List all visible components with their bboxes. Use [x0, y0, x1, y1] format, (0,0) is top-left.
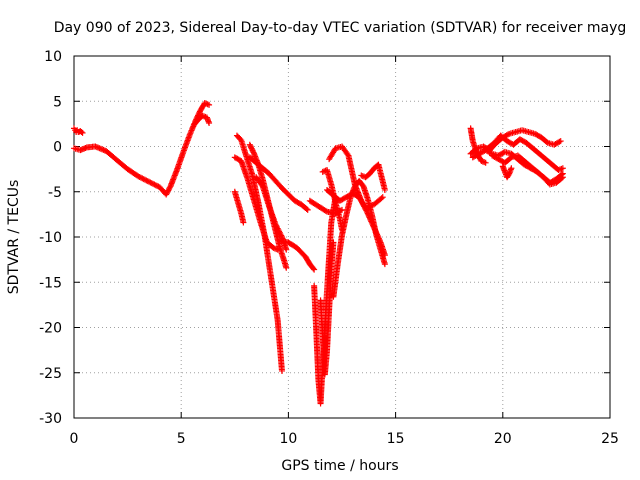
data-point: [482, 159, 489, 166]
data-point-interp: [147, 179, 154, 186]
data-point: [339, 206, 345, 213]
data-point: [135, 173, 142, 180]
chart-title: Day 090 of 2023, Sidereal Day-to-day VTE…: [54, 20, 627, 36]
data-point-interp: [140, 176, 147, 183]
y-axis-ticks: -30 -25 -20 -15 -10 -5 0 5 10: [39, 49, 610, 427]
data-point-interp: [78, 129, 85, 136]
data-point-interp: [558, 175, 565, 182]
data-point: [508, 165, 515, 172]
series-arc-q: [358, 161, 388, 193]
data-point-interp: [543, 138, 550, 145]
data-point-interp: [166, 184, 173, 191]
y-tick-label: -5: [48, 185, 62, 201]
data-point-interp: [148, 180, 155, 187]
data-point-interp: [507, 155, 514, 162]
data-point-interp: [151, 181, 158, 188]
data-point-interp: [250, 149, 257, 156]
x-tick-label: 10: [279, 431, 297, 447]
data-point-interp: [473, 146, 479, 153]
data-point-interp: [143, 177, 150, 184]
data-point: [146, 178, 153, 185]
data-point-interp: [154, 182, 161, 189]
data-point: [283, 264, 290, 271]
series-arc-v: [489, 152, 566, 188]
x-axis-label: GPS time / hours: [281, 458, 398, 474]
series-arc-d: [233, 132, 285, 374]
data-point-interp: [337, 207, 344, 214]
data-point: [557, 138, 564, 145]
data-points: [71, 100, 566, 407]
data-point-interp: [142, 176, 149, 183]
series-arc-h: [246, 154, 311, 213]
data-point: [240, 219, 247, 226]
series-arc-e: [231, 154, 281, 253]
y-tick-label: -15: [39, 275, 62, 291]
x-tick-label: 15: [387, 431, 405, 447]
y-tick-label: -25: [39, 366, 62, 382]
data-point-interp: [139, 175, 146, 182]
data-point: [206, 119, 213, 126]
data-point: [330, 239, 337, 246]
data-point: [283, 246, 290, 253]
x-axis-ticks: 0 5 10 15 20 25: [70, 56, 619, 447]
series-arc-w: [499, 163, 515, 181]
series-arc-g: [253, 174, 290, 253]
x-tick-label: 5: [177, 431, 186, 447]
series-arc-s: [467, 127, 564, 157]
data-point-interp: [504, 131, 511, 138]
data-point: [311, 266, 318, 273]
y-tick-label: -30: [39, 411, 62, 427]
data-point: [379, 194, 386, 201]
series-arc-c: [231, 188, 247, 226]
data-point-interp: [303, 205, 310, 212]
data-point: [206, 101, 213, 108]
y-tick-label: -20: [39, 321, 62, 337]
data-point: [559, 174, 566, 181]
y-tick-label: 10: [44, 49, 62, 65]
series-arc-u: [484, 132, 566, 174]
series-arc-i: [276, 237, 318, 273]
y-tick-label: 0: [53, 140, 62, 156]
x-tick-label: 25: [601, 431, 619, 447]
y-tick-label: 5: [53, 94, 62, 110]
series-arc-b: [71, 100, 213, 198]
y-tick-label: -10: [39, 230, 62, 246]
data-point: [278, 367, 285, 374]
data-point-interp: [152, 182, 159, 189]
data-point-interp: [344, 151, 351, 158]
data-point-interp: [150, 180, 157, 187]
data-point-interp: [310, 265, 317, 272]
data-point-interp: [258, 182, 265, 189]
x-tick-label: 0: [70, 431, 79, 447]
data-point-interp: [144, 178, 151, 185]
data-point-interp: [558, 165, 565, 172]
data-point-interp: [138, 174, 144, 181]
series-arc-p: [330, 177, 388, 300]
data-point-interp: [378, 195, 385, 202]
data-point: [559, 165, 566, 172]
data-point: [79, 129, 86, 136]
data-point-interp: [556, 138, 563, 145]
data-point: [381, 261, 388, 268]
series-arc-a: [71, 125, 86, 136]
x-tick-label: 20: [494, 431, 512, 447]
data-point-interp: [322, 207, 329, 214]
data-point: [304, 206, 311, 213]
y-axis-label: SDTVAR / TECUs: [6, 180, 22, 295]
data-point: [381, 186, 388, 193]
series-arc-m: [306, 197, 345, 217]
series-arc-l: [319, 167, 345, 233]
data-point-interp: [136, 174, 143, 181]
series-arc-b2: [191, 112, 213, 128]
